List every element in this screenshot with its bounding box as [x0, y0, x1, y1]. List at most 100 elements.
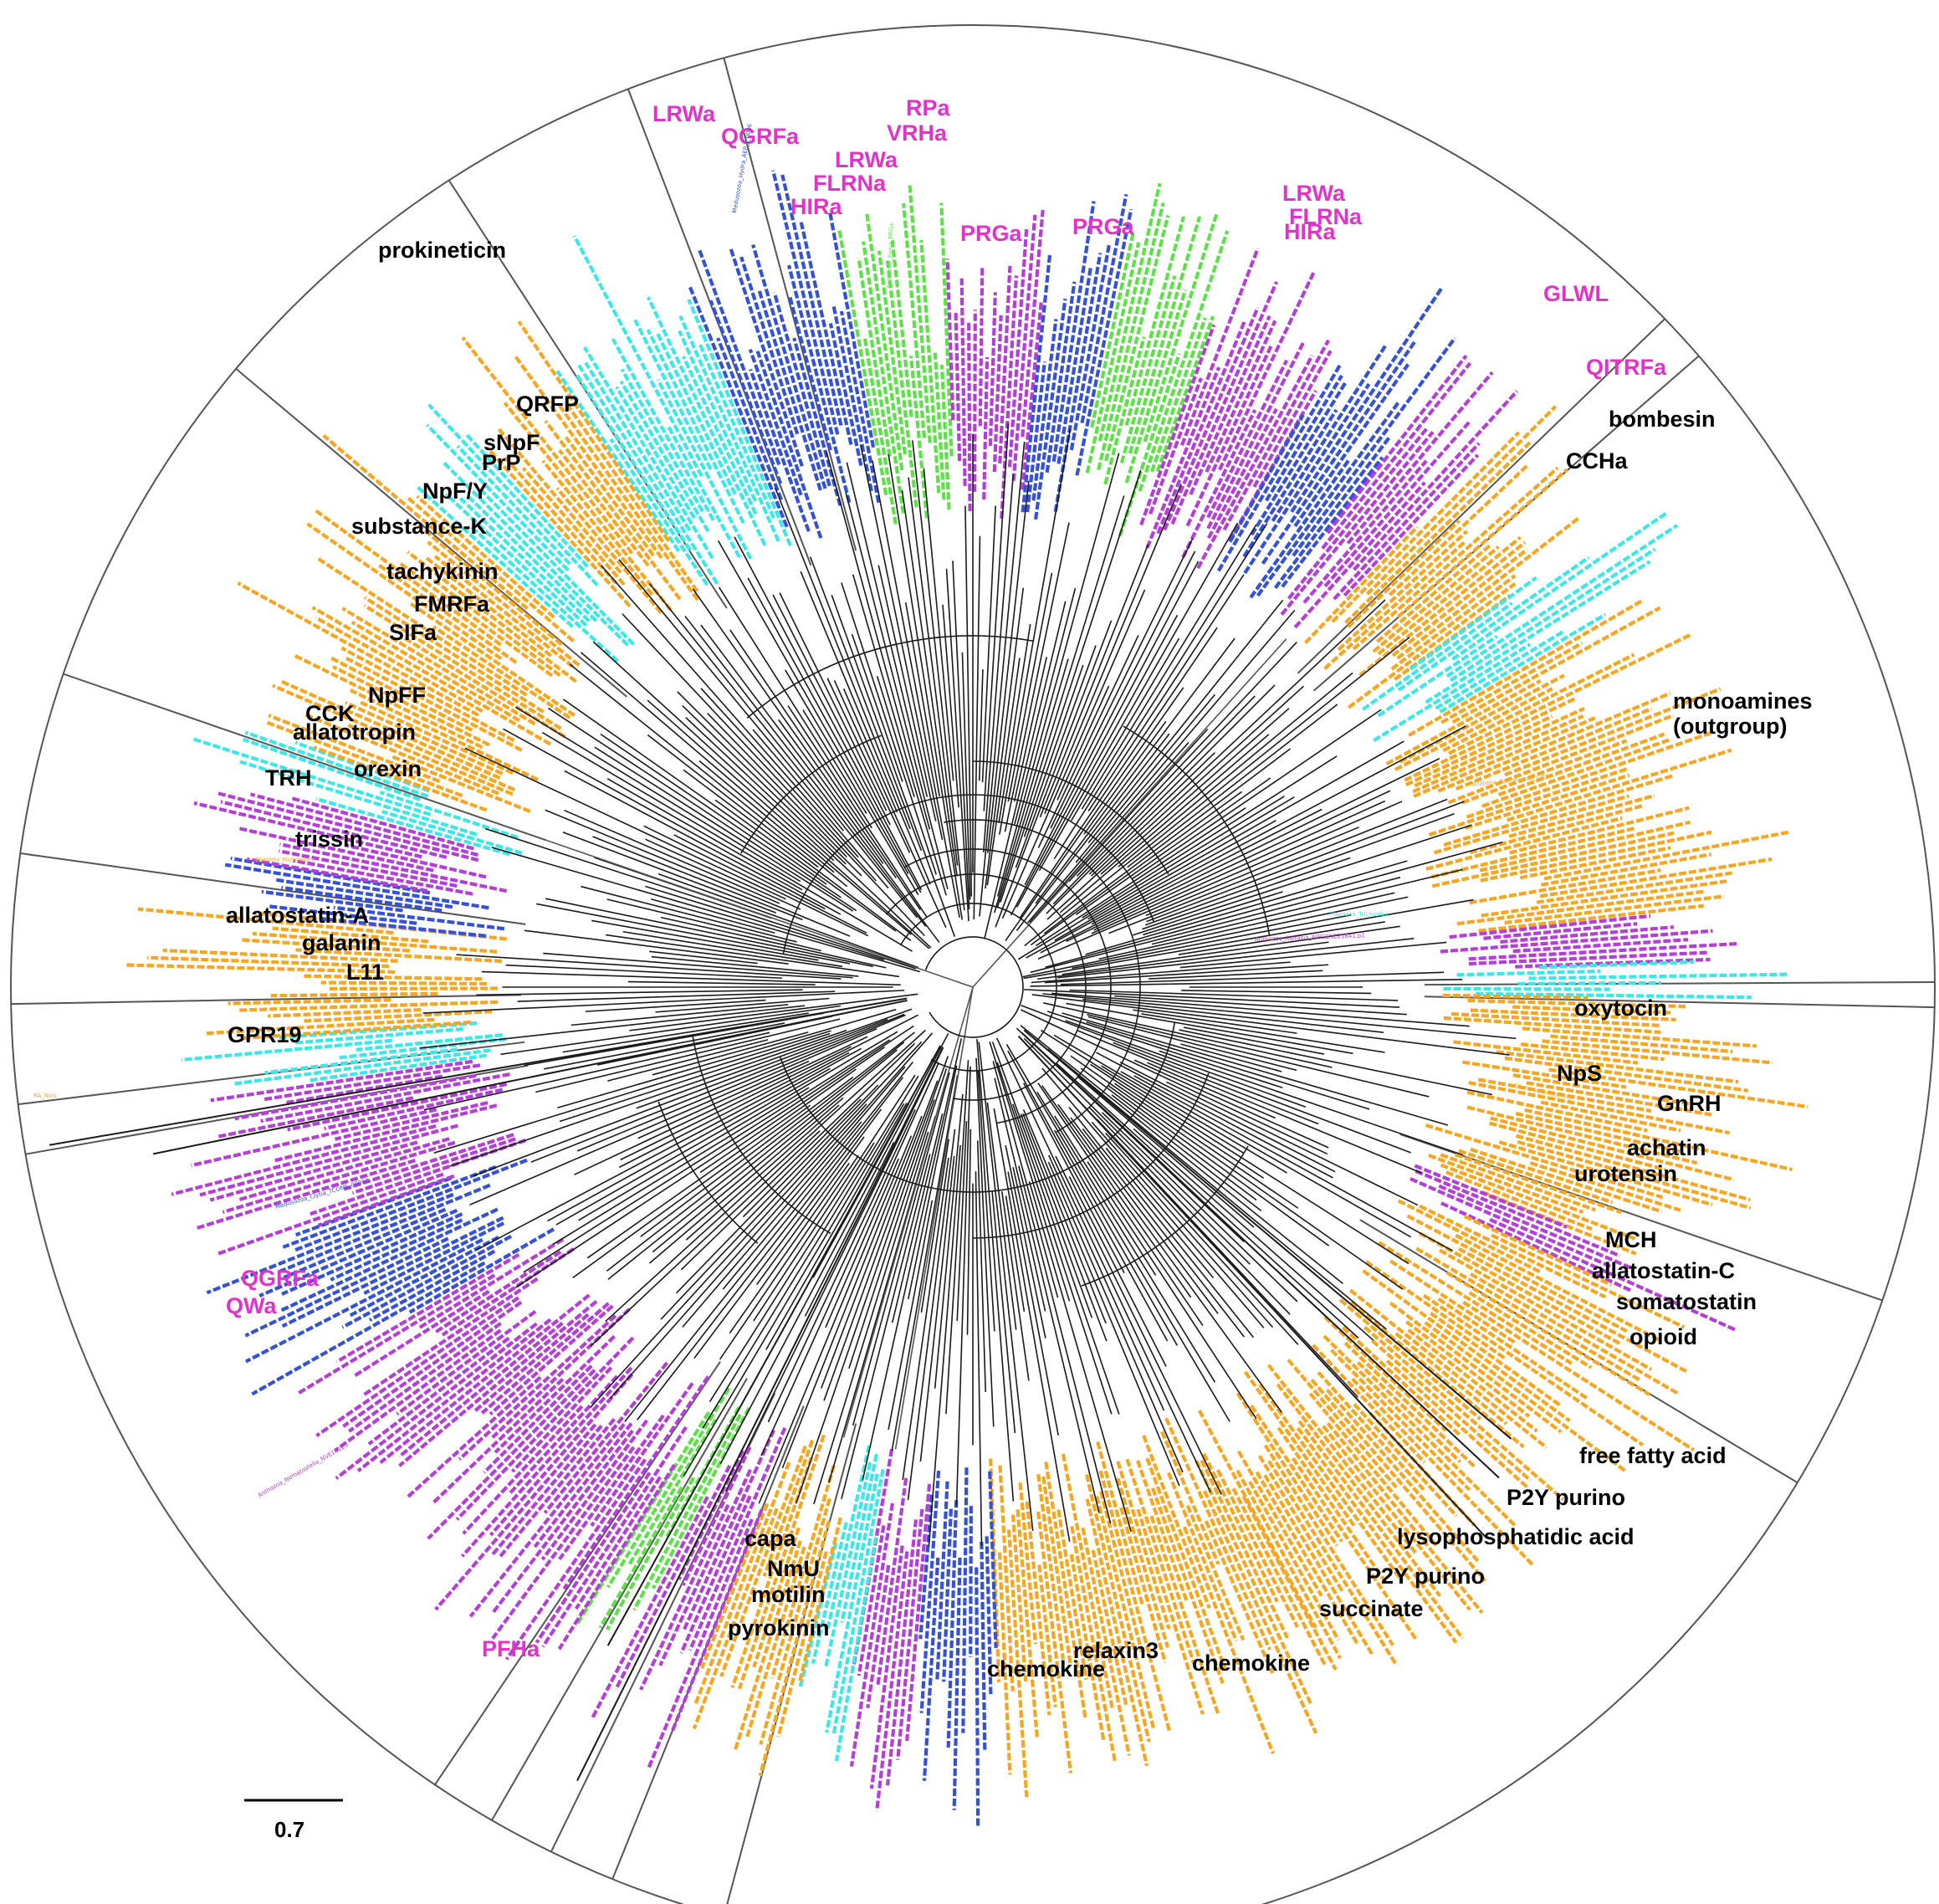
tree-branch — [1088, 1107, 1291, 1315]
leaf-label-cnidaria_green — [1085, 242, 1141, 473]
leaf-label-bilateria — [363, 596, 545, 714]
tree-branch — [676, 1084, 879, 1294]
leaf-label-bilateria — [1437, 691, 1671, 793]
leaf-label-placozoa — [1425, 560, 1651, 704]
leaf-label-medusozoa — [333, 905, 505, 931]
tree-branch — [1072, 914, 1352, 970]
tree-branch — [657, 873, 919, 969]
tree-branch — [685, 1104, 840, 1241]
leaf-label-medusozoa — [1228, 414, 1305, 543]
tree-branch — [778, 719, 884, 864]
tree-branch — [647, 734, 819, 868]
leaf-label-anthozoa — [905, 1483, 932, 1742]
leaf-label-anthozoa — [417, 1237, 565, 1330]
leaf-label-bilateria — [1394, 1332, 1508, 1425]
leaf-label-anthozoa — [1483, 922, 1638, 940]
leaf-label-anthozoa — [455, 1336, 635, 1521]
leaf-label-bilateria — [313, 745, 488, 812]
tree-branch — [852, 1072, 950, 1426]
leaf-label-bilateria — [544, 419, 682, 601]
leaf-label-placozoa — [678, 330, 757, 502]
leaf-label-bilateria — [1440, 1163, 1636, 1241]
tree-branch — [660, 1041, 923, 1320]
leaf-label-cnidaria_green — [664, 1406, 741, 1540]
leaf-label-bilateria — [565, 404, 699, 593]
leaf-label-anthozoa — [352, 1289, 490, 1378]
leaf-label-anthozoa — [1326, 354, 1468, 535]
leaf-label-anthozoa — [209, 1140, 418, 1202]
tree-branch — [1021, 1009, 1328, 1155]
tree-branch — [1029, 741, 1189, 924]
leaf-label-anthozoa — [688, 1426, 787, 1651]
tree-branch — [655, 997, 830, 1013]
leaf-label-bilateria — [1096, 1441, 1145, 1607]
tree-branch — [823, 1056, 949, 1401]
leaf-label-medusozoa — [279, 1183, 491, 1274]
leaf-label-bilateria — [1389, 464, 1528, 596]
leaf-label-bilateria — [1036, 1511, 1073, 1773]
tree-branch — [622, 930, 843, 968]
leaf-label-anthozoa — [1414, 1164, 1568, 1229]
tree-branch — [908, 477, 959, 866]
leaf-label-anthozoa — [507, 1374, 619, 1496]
leaf-label-placozoa — [831, 1469, 885, 1737]
tree-branch-long — [606, 1045, 942, 1646]
leaf-label-placozoa — [615, 386, 696, 520]
tree-branch — [891, 1113, 944, 1323]
leaf-label-bilateria — [1470, 1008, 1676, 1021]
leaf-label-anthozoa — [590, 1382, 694, 1528]
leaf-label-bilateria — [513, 354, 663, 560]
inner-node-arcs — [657, 635, 1271, 1287]
leaf-label-bilateria — [1457, 1246, 1688, 1374]
leaf-label-bilateria — [1469, 868, 1661, 905]
tree-branch — [1133, 824, 1472, 936]
tree-branch — [1113, 995, 1407, 1016]
leaf-label-bilateria — [1394, 687, 1553, 771]
leaf-label-anthozoa — [682, 1429, 775, 1632]
clade-label: L11 — [346, 960, 384, 985]
leaf-label-bilateria — [770, 1465, 836, 1679]
leaf-label-bilateria — [1136, 1508, 1205, 1715]
root-branch — [530, 833, 974, 988]
tree-branch — [645, 838, 801, 910]
tree-branch — [624, 1062, 913, 1422]
leaf-label-bilateria — [432, 578, 561, 678]
tree-branch — [1111, 1094, 1262, 1212]
leaf-label-bilateria — [1297, 1420, 1465, 1640]
leaf-label-anthozoa — [1218, 272, 1316, 471]
leaf-label-bilateria — [1509, 806, 1690, 855]
leaf-label-bilateria — [1414, 706, 1585, 788]
leaf-label-medusozoa — [697, 248, 781, 466]
tree-branch — [1041, 1085, 1192, 1298]
leaf-label-bilateria — [1037, 1564, 1057, 1708]
tree-branch — [1053, 1034, 1287, 1174]
leaf-label-anthozoa — [284, 1074, 443, 1105]
clade-divider-line — [63, 673, 546, 842]
tree-branch — [1040, 808, 1323, 954]
tree-branch — [755, 1136, 865, 1286]
leaf-label-cnidaria_green — [908, 356, 929, 519]
leaf-label-anthozoa — [348, 1322, 502, 1433]
leaf-label-anthozoa — [988, 292, 997, 447]
tree-branch — [993, 1108, 1071, 1543]
leaf-label-bilateria — [1428, 767, 1628, 837]
clade-label: orexin — [354, 756, 422, 781]
tree-branch-long — [1023, 1029, 1512, 1440]
tree-branch — [1159, 1050, 1464, 1156]
tree-branch — [600, 733, 842, 898]
tree-branch — [640, 1076, 854, 1237]
leaf-label-bilateria — [1164, 1417, 1272, 1651]
leaf-label-bilateria — [733, 1540, 802, 1752]
leaf-label-placozoa — [582, 345, 714, 560]
clade-label: lysophosphatidic acid — [1397, 1524, 1635, 1549]
tree-branch — [848, 1068, 948, 1369]
clade-divider-line — [20, 852, 526, 925]
node-arc — [740, 734, 882, 854]
leaf-label-cnidaria_green — [1124, 216, 1186, 427]
tree-branch — [1054, 740, 1404, 941]
leaf-label-bilateria — [350, 620, 521, 723]
tree-branch — [1017, 796, 1285, 960]
leaf-label-bilateria — [322, 433, 529, 611]
leaf-label-anthozoa — [220, 800, 448, 859]
node-arc — [746, 635, 1035, 719]
